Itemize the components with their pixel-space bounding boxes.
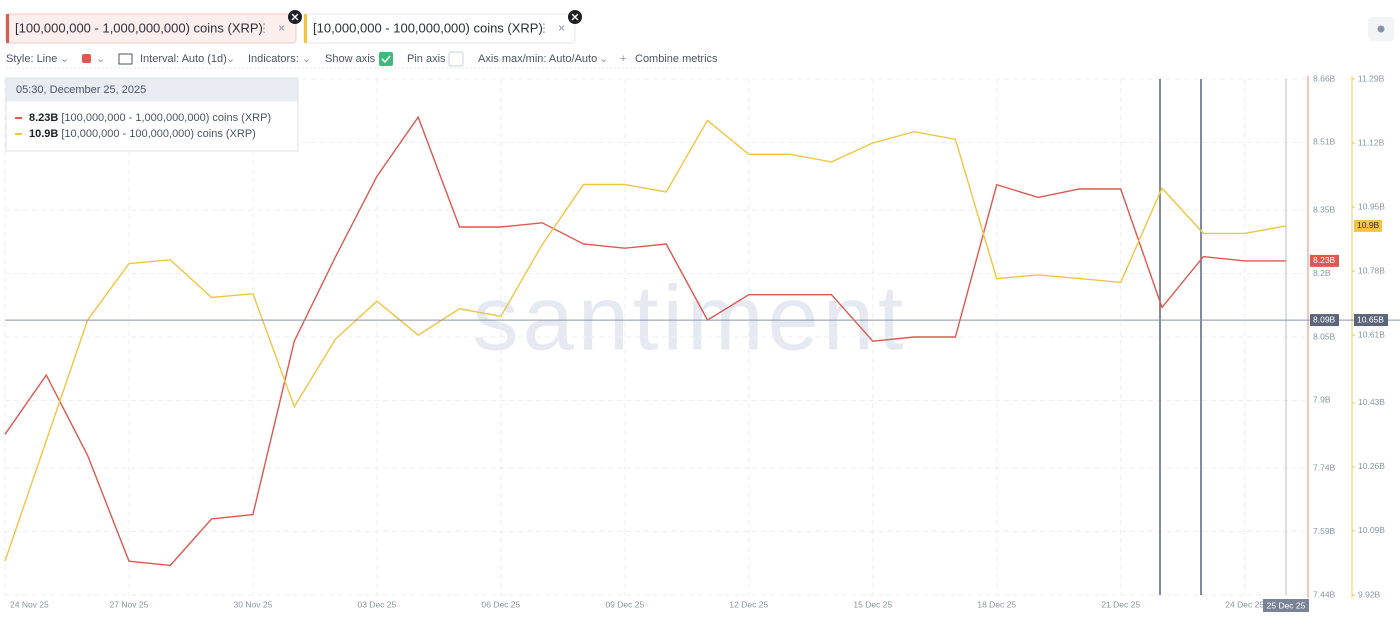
tab-label: [10,000,000 - 100,000,000) coins (XRP) — [313, 20, 543, 35]
tab-accent — [304, 14, 307, 43]
crosshair-x-label: 25 Dec 25 — [1267, 600, 1306, 610]
y-tick-label: 7.74B — [1313, 462, 1336, 472]
x-tick-label: 21 Dec 25 — [1101, 599, 1140, 609]
watermark: santiment — [473, 267, 908, 369]
x-tick-label: 06 Dec 25 — [481, 599, 520, 609]
toolbar-style[interactable]: Style: Line — [6, 53, 57, 65]
tab-menu[interactable]: ⋮ — [538, 21, 550, 35]
checkbox-checked[interactable] — [379, 52, 393, 66]
series-line — [4, 115, 1286, 567]
y2-tick-label: 11.29B — [1358, 73, 1385, 83]
tooltip-series-name: [100,000,000 - 1,000,000,000) coins (XRP… — [61, 112, 271, 124]
y2-tick-label: 10.61B — [1358, 329, 1385, 339]
x-tick-label: 30 Nov 25 — [234, 599, 273, 609]
toolbar-indicators[interactable]: Indicators: — [248, 53, 299, 65]
y-tick-label: 7.59B — [1313, 526, 1336, 536]
y2-tick-label: 10.78B — [1358, 265, 1385, 275]
x-tick-label: 15 Dec 25 — [853, 599, 892, 609]
dropdown-caret: ⌄ — [599, 53, 608, 65]
dropdown-caret: ⌄ — [96, 53, 105, 65]
crosshair-y2-badge — [1354, 314, 1388, 327]
crosshair-y2-label: 10.65B — [1357, 314, 1384, 324]
y-tick-label: 8.51B — [1313, 137, 1336, 147]
y-tick-label: 8.35B — [1313, 204, 1336, 214]
last-value-badge — [1354, 219, 1382, 232]
toolbar-pin-axis[interactable]: Pin axis — [407, 53, 446, 65]
tooltip-header — [6, 78, 298, 102]
x-tick-label: 03 Dec 25 — [358, 599, 397, 609]
tab-menu[interactable]: ⋮ — [258, 21, 270, 35]
last-value-label: 8.23B — [1313, 255, 1336, 265]
remove-icon — [291, 13, 299, 21]
y-tick-label: 8.2B — [1313, 268, 1331, 278]
x-tick-label: 18 Dec 25 — [977, 599, 1016, 609]
check-icon — [381, 55, 391, 64]
dropdown-caret: ⌄ — [60, 53, 69, 65]
series-line — [4, 119, 1287, 562]
metric-tab[interactable]: [10,000,000 - 100,000,000) coins (XRP) ⋮… — [303, 10, 582, 44]
tooltip-time: 05:30, December 25, 2025 — [16, 84, 146, 96]
y-tick-label: 8.66B — [1313, 73, 1336, 83]
toolbar-combine[interactable]: Combine metrics — [635, 53, 718, 65]
tooltip-value: 10.9B — [29, 128, 58, 140]
tab-close[interactable]: × — [558, 21, 565, 35]
y2-tick-label: 10.26B — [1358, 461, 1385, 471]
y2-tick-label: 10.09B — [1358, 525, 1385, 535]
tab-accent — [6, 14, 9, 43]
interval-icon — [118, 53, 133, 65]
remove-icon — [571, 13, 579, 21]
tooltip-series-name: [10,000,000 - 100,000,000) coins (XRP) — [61, 128, 255, 140]
y2-tick-label: 11.12B — [1358, 137, 1385, 147]
y2-tick-label: 10.95B — [1358, 201, 1385, 211]
y-tick-label: 7.44B — [1313, 589, 1336, 599]
y2-tick-label: 9.92B — [1358, 589, 1381, 599]
x-tick-label: 12 Dec 25 — [729, 599, 768, 609]
x-tick-label: 24 Dec 25 — [1225, 599, 1264, 609]
checkbox[interactable] — [448, 51, 464, 67]
y2-tick-label: 10.43B — [1358, 397, 1385, 407]
toolbar-axis-max-min[interactable]: Axis max/min: Auto/Auto — [478, 53, 597, 65]
color-swatch[interactable] — [82, 54, 91, 63]
toolbar-show-axis[interactable]: Show axis — [325, 53, 376, 65]
tooltip-entry: 8.23B [100,000,000 - 1,000,000,000) coins… — [29, 112, 271, 124]
dropdown-caret: ⌄ — [302, 53, 311, 65]
tab-label: [100,000,000 - 1,000,000,000) coins (XRP… — [15, 20, 263, 35]
settings-icon — [1377, 25, 1385, 33]
crosshair-x-badge — [1263, 599, 1309, 612]
y-tick-label: 7.9B — [1313, 395, 1331, 405]
metric-tab[interactable]: [100,000,000 - 1,000,000,000) coins (XRP… — [5, 10, 302, 44]
x-tick-label: 09 Dec 25 — [605, 599, 644, 609]
x-tick-label: 24 Nov 25 — [10, 599, 49, 609]
toolbar-interval[interactable]: Interval: Auto (1d) — [140, 53, 227, 65]
last-value-badge — [1310, 254, 1339, 267]
dropdown-caret: ⌄ — [226, 53, 235, 65]
y-tick-label: 8.05B — [1313, 331, 1336, 341]
tab-close[interactable]: × — [278, 21, 285, 35]
last-value-label: 10.9B — [1357, 220, 1380, 230]
tooltip-value: 8.23B — [29, 112, 58, 124]
plus-icon: + — [620, 53, 626, 65]
tooltip-entry: 10.9B [10,000,000 - 100,000,000) coins (X… — [29, 128, 256, 140]
crosshair-y-label: 8.09B — [1313, 314, 1336, 324]
crosshair-y-badge — [1310, 314, 1339, 327]
x-tick-label: 27 Nov 25 — [110, 599, 149, 609]
